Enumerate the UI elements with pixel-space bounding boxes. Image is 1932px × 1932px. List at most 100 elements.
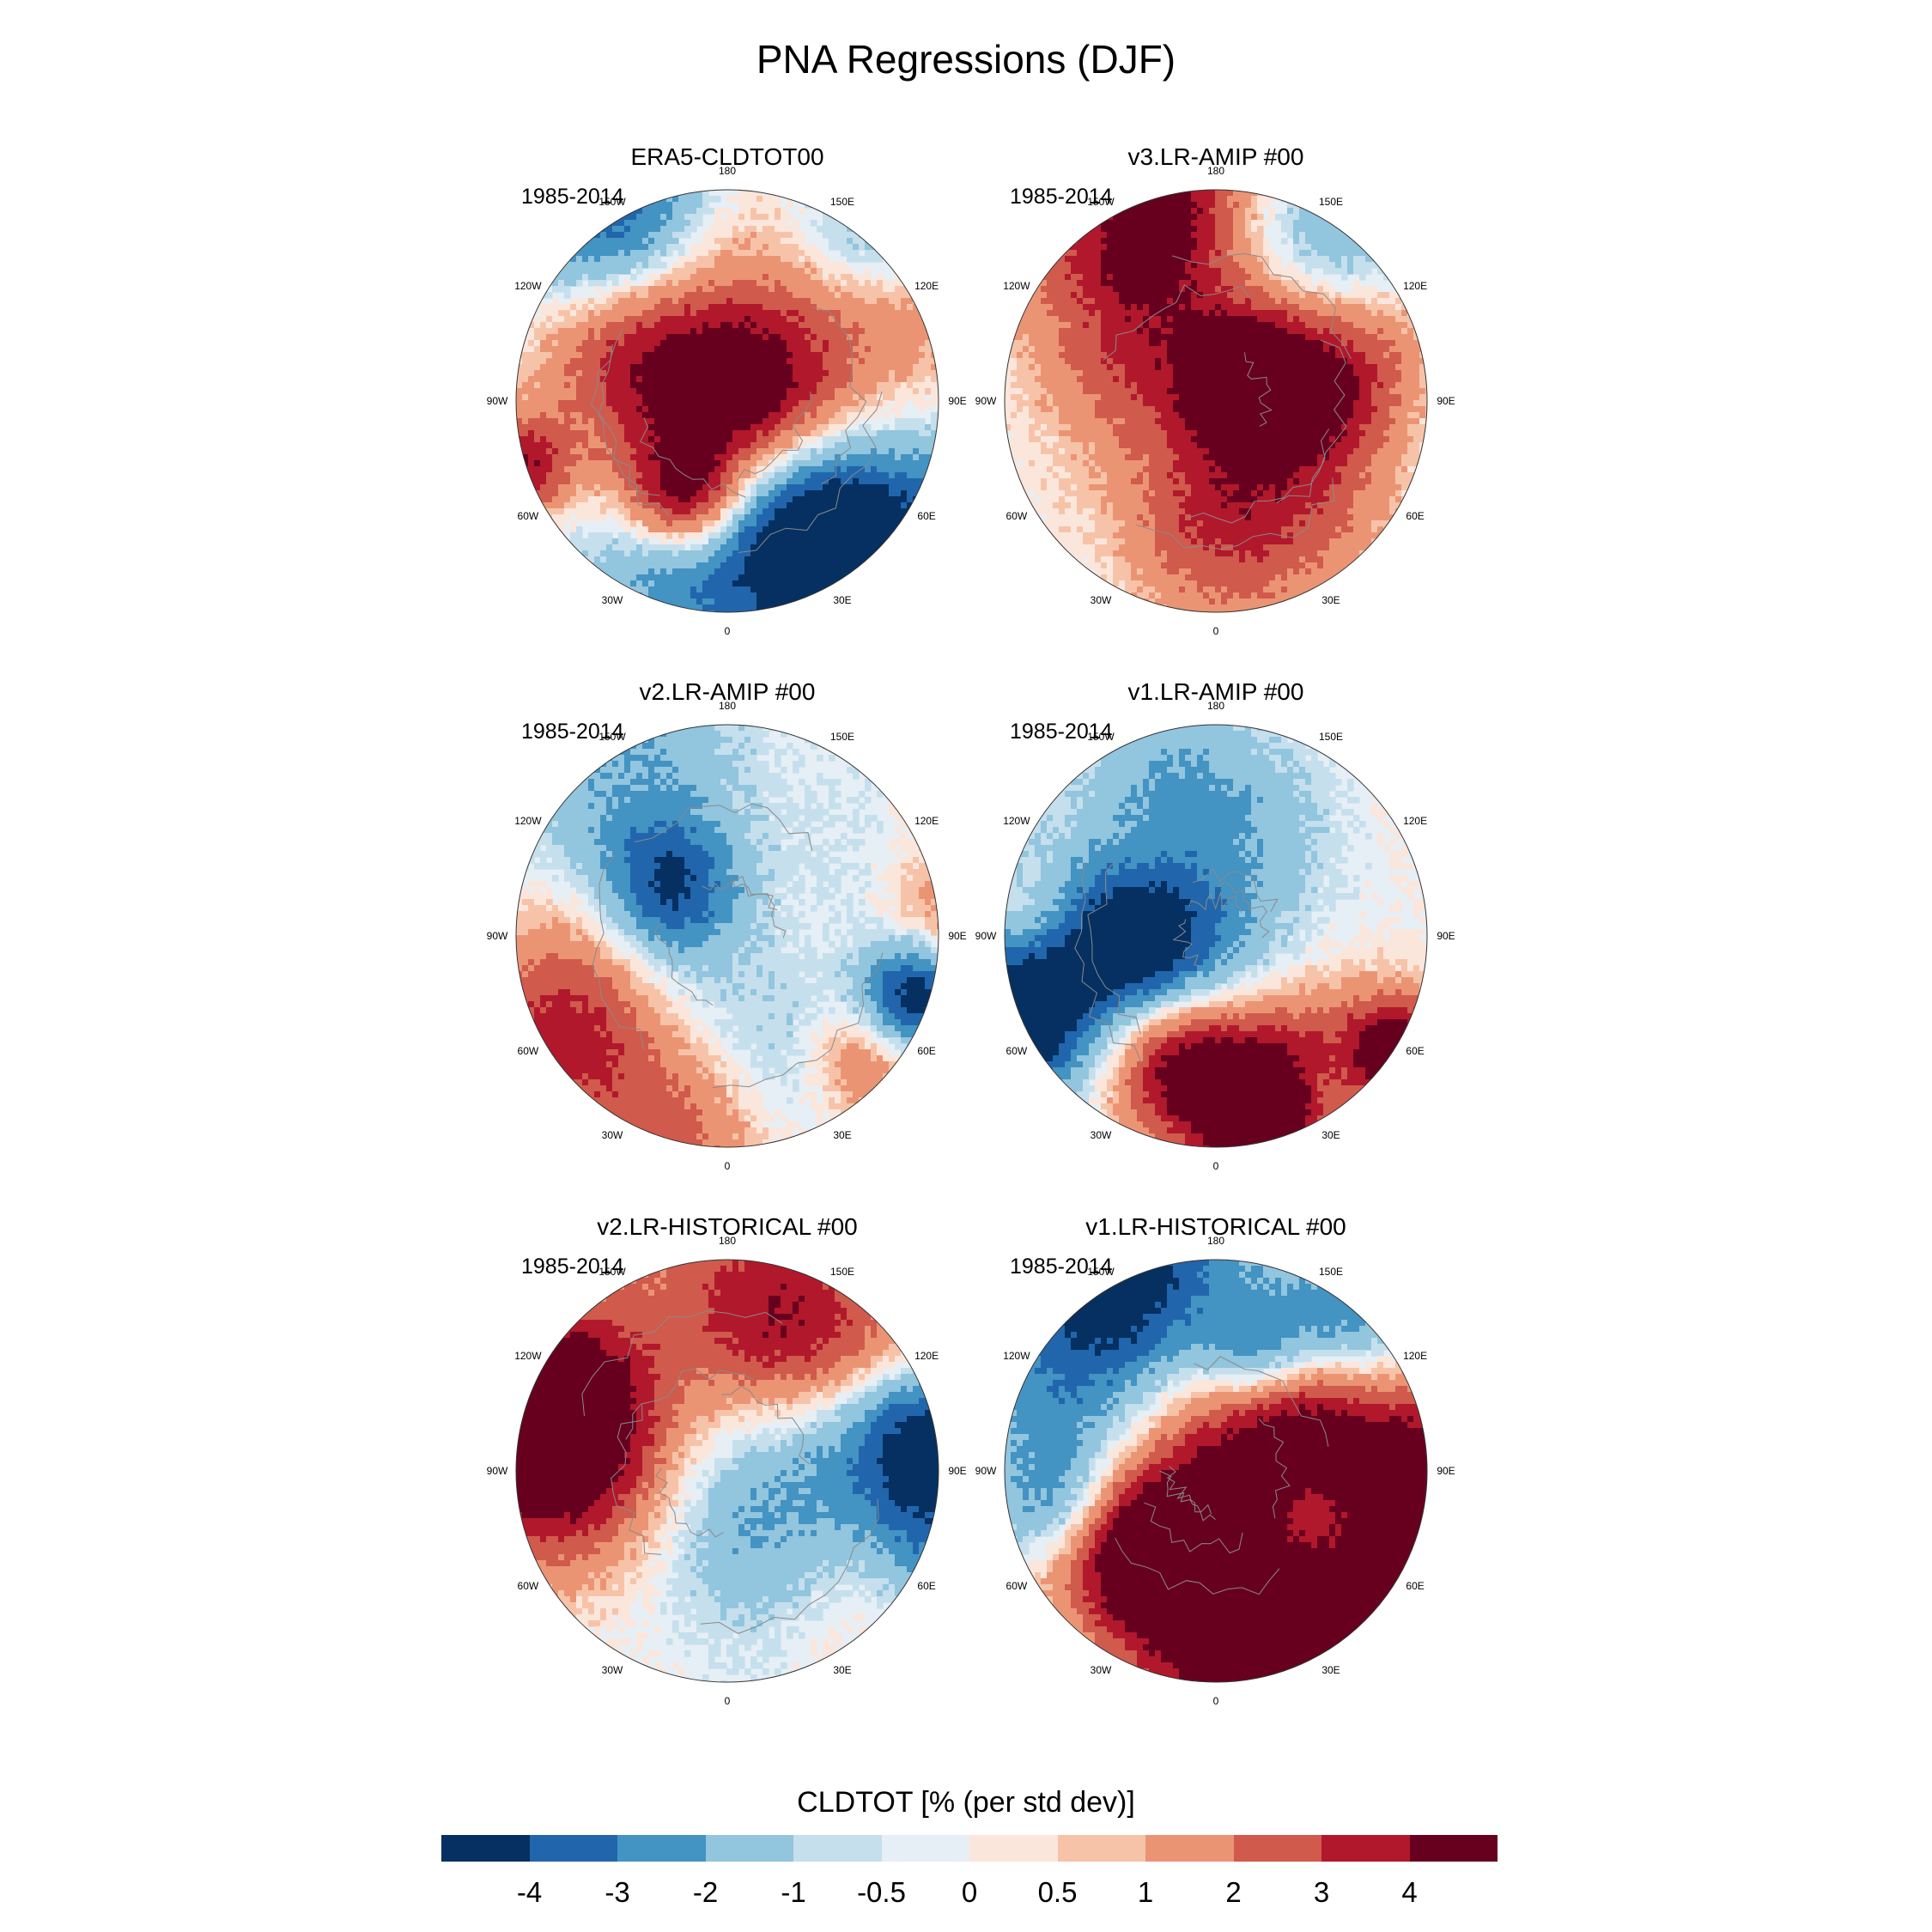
colorbar — [441, 1835, 1498, 1862]
polar-map — [1004, 1259, 1428, 1683]
colorbar-tick-label: -0.5 — [857, 1876, 906, 1909]
longitude-label: 90W — [487, 395, 508, 407]
longitude-label: 180 — [719, 700, 736, 712]
longitude-label: 120E — [1403, 815, 1427, 827]
longitude-label: 150W — [1087, 196, 1114, 208]
longitude-label: 90E — [1437, 395, 1455, 407]
longitude-label: 60E — [917, 510, 935, 522]
longitude-label: 60E — [1406, 510, 1424, 522]
longitude-label: 120W — [1003, 280, 1030, 292]
longitude-label: 150E — [830, 196, 854, 208]
field-layer — [1005, 190, 1427, 612]
colorbar-tick-label: 1 — [1138, 1876, 1153, 1909]
map-border — [515, 189, 939, 613]
longitude-label: 60W — [1006, 510, 1028, 522]
longitude-label: 180 — [719, 1235, 736, 1247]
longitude-label: 60E — [917, 1580, 935, 1592]
polar-map — [1004, 189, 1428, 613]
longitude-label: 150W — [1087, 731, 1114, 743]
longitude-label: 90E — [948, 930, 966, 942]
colorbar-title: CLDTOT [% (per std dev)] — [0, 1786, 1932, 1820]
longitude-label: 90W — [975, 395, 997, 407]
longitude-label: 0 — [725, 625, 731, 637]
colorbar-tick-label: 3 — [1314, 1876, 1329, 1909]
longitude-label: 0 — [1213, 1695, 1219, 1707]
longitude-label: 30W — [602, 1664, 623, 1676]
panel-period: 1985-2014 — [1010, 185, 1113, 210]
polar-map — [1004, 724, 1428, 1148]
map-panel-v2-amip: v2.LR-AMIP #00 1985-2014 180 150E 120E 90E 6… — [487, 678, 968, 1172]
longitude-label: 90E — [948, 395, 966, 407]
colorbar-swatch — [1321, 1835, 1410, 1862]
longitude-label: 60W — [518, 510, 539, 522]
longitude-label: 150W — [598, 196, 625, 208]
map-panel-v1-historical: v1.LR-HISTORICAL #00 1985-2014 180 150E 12… — [975, 1213, 1456, 1707]
longitude-label: 0 — [725, 1160, 731, 1172]
longitude-label: 60W — [518, 1580, 539, 1592]
longitude-label: 30W — [1091, 594, 1112, 606]
polar-map — [515, 189, 939, 613]
colorbar-swatch — [1233, 1835, 1321, 1862]
map-border — [515, 724, 939, 1148]
map-panel-era5: ERA5-CLDTOT00 1985-2014 180 150E 120E 90E 60… — [487, 143, 968, 637]
longitude-label: 120W — [514, 280, 541, 292]
panel-period: 1985-2014 — [521, 1255, 624, 1279]
longitude-label: 30E — [1321, 1664, 1340, 1676]
map-border — [1004, 724, 1428, 1148]
longitude-label: 60W — [1006, 1045, 1028, 1057]
longitude-label: 30E — [1321, 594, 1340, 606]
longitude-label: 150E — [1319, 731, 1343, 743]
field-layer — [516, 725, 939, 1147]
longitude-label: 120W — [1003, 1350, 1030, 1362]
longitude-label: 0 — [1213, 1160, 1219, 1172]
longitude-label: 0 — [725, 1695, 731, 1707]
colorbar-swatch — [1057, 1835, 1145, 1862]
colorbar-tick-label: 0.5 — [1038, 1876, 1078, 1909]
longitude-label: 90E — [1437, 930, 1455, 942]
colorbar-swatch — [793, 1835, 882, 1862]
panel-title: v3.LR-AMIP #00 — [975, 143, 1456, 171]
colorbar-tick-label: -3 — [605, 1876, 629, 1909]
colorbar-tick-label: -1 — [781, 1876, 805, 1909]
colorbar-swatch — [617, 1835, 706, 1862]
map-panel-v3-amip: v3.LR-AMIP #00 1985-2014 180 150E 120E 90E 6… — [975, 143, 1456, 637]
longitude-label: 60E — [1406, 1580, 1424, 1592]
longitude-label: 180 — [1207, 165, 1224, 177]
longitude-label: 30E — [1321, 1129, 1340, 1141]
panel-period: 1985-2014 — [1010, 720, 1113, 744]
longitude-label: 90E — [948, 1465, 966, 1477]
longitude-label: 120E — [914, 815, 939, 827]
figure-title: PNA Regressions (DJF) — [0, 36, 1932, 82]
longitude-label: 30E — [833, 1129, 851, 1141]
colorbar-swatch — [881, 1835, 969, 1862]
longitude-label: 120E — [1403, 1350, 1427, 1362]
longitude-label: 120E — [1403, 280, 1427, 292]
longitude-label: 90W — [487, 1465, 508, 1477]
panel-title: ERA5-CLDTOT00 — [487, 143, 968, 171]
map-panel-v2-historical: v2.LR-HISTORICAL #00 1985-2014 180 150E 12… — [487, 1213, 968, 1707]
field-layer — [516, 1260, 939, 1682]
longitude-label: 120W — [514, 1350, 541, 1362]
colorbar-swatch — [969, 1835, 1058, 1862]
longitude-label: 30W — [602, 1129, 623, 1141]
longitude-label: 150W — [598, 731, 625, 743]
panel-title: v1.LR-AMIP #00 — [975, 678, 1456, 706]
longitude-label: 60E — [917, 1045, 935, 1057]
longitude-label: 150W — [598, 1266, 625, 1278]
longitude-label: 90W — [975, 930, 997, 942]
colorbar-tick-label: -4 — [517, 1876, 542, 1909]
colorbar-swatch — [1409, 1835, 1498, 1862]
map-border — [515, 1259, 939, 1683]
longitude-label: 90W — [975, 1465, 997, 1477]
colorbar-swatch — [529, 1835, 617, 1862]
longitude-label: 120E — [914, 280, 939, 292]
longitude-label: 150W — [1087, 1266, 1114, 1278]
longitude-label: 60E — [1406, 1045, 1424, 1057]
longitude-label: 180 — [1207, 1235, 1224, 1247]
field-layer — [1005, 1260, 1427, 1682]
longitude-label: 60W — [1006, 1580, 1028, 1592]
longitude-label: 120W — [1003, 815, 1030, 827]
panel-period: 1985-2014 — [1010, 1255, 1113, 1279]
field-layer — [1005, 725, 1427, 1147]
map-border — [1004, 189, 1428, 613]
